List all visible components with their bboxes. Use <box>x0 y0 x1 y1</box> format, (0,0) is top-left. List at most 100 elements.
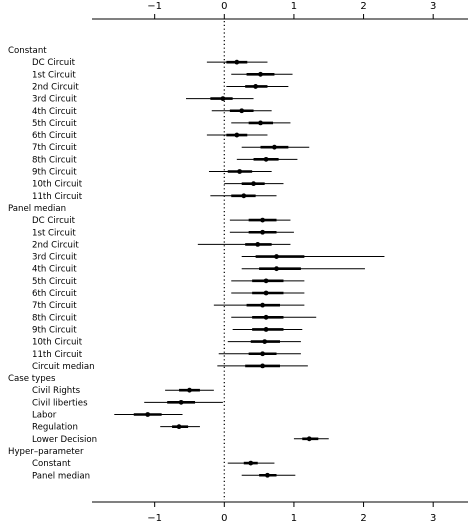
point-estimate <box>274 254 279 259</box>
row-label: 8th Circuit <box>32 313 77 323</box>
point-estimate <box>239 108 245 114</box>
estimate-row: 1st Circuit <box>32 228 294 238</box>
row-label: 10th Circuit <box>32 180 83 190</box>
point-estimate <box>234 132 240 138</box>
group-header-label: Hyper–parameter <box>8 447 84 457</box>
top-tick-label: 1 <box>291 1 297 12</box>
estimate-row: 4th Circuit <box>32 107 272 117</box>
row-label: 5th Circuit <box>32 277 77 287</box>
point-estimate <box>260 302 265 308</box>
point-estimate <box>274 266 279 272</box>
estimate-row: Panel median <box>32 471 296 481</box>
estimate-row: 1st Circuit <box>32 70 293 80</box>
point-estimate <box>263 327 269 332</box>
point-estimate <box>145 412 151 417</box>
group-header: Constant <box>8 46 47 56</box>
point-estimate <box>272 144 277 150</box>
group-header-label: Case types <box>8 374 56 384</box>
bottom-tick-label: 3 <box>430 513 436 524</box>
estimate-row: 8th Circuit <box>32 313 317 323</box>
estimate-row: 2nd Circuit <box>32 82 289 92</box>
row-label: DC Circuit <box>32 216 76 226</box>
point-estimate <box>263 290 269 296</box>
estimate-row: Labor <box>32 411 183 421</box>
group-header: Case types <box>8 374 56 384</box>
estimate-row: Circuit median <box>32 362 308 372</box>
point-estimate <box>260 363 265 369</box>
estimate-row: 6th Circuit <box>32 289 305 299</box>
row-label: Lower Decision <box>32 435 97 445</box>
row-label: Circuit median <box>32 362 95 372</box>
row-label: Panel median <box>32 471 90 481</box>
estimate-row: 10th Circuit <box>32 338 301 348</box>
row-label: Labor <box>32 411 57 421</box>
point-estimate <box>260 351 265 357</box>
point-estimate <box>237 169 243 174</box>
row-label: 5th Circuit <box>32 119 77 129</box>
point-estimate <box>258 120 263 126</box>
top-tick-label: 2 <box>360 1 366 12</box>
point-estimate <box>263 314 269 320</box>
top-tick-label: 0 <box>221 1 227 12</box>
bottom-tick-label: 1 <box>291 513 297 524</box>
row-label: 4th Circuit <box>32 265 77 275</box>
point-estimate <box>260 229 265 235</box>
plot-rows: Constant DC Circuit 1st Circuit 2nd Circuit… <box>8 46 385 481</box>
point-estimate <box>178 399 184 405</box>
group-header: Panel median <box>8 204 66 214</box>
row-label: Regulation <box>32 423 78 433</box>
estimate-row: Civil liberties <box>32 398 223 408</box>
row-label: 2nd Circuit <box>32 82 79 92</box>
point-estimate <box>265 472 270 478</box>
point-estimate <box>258 71 263 77</box>
point-estimate <box>187 387 192 393</box>
point-estimate <box>220 96 226 101</box>
estimate-row: 10th Circuit <box>32 180 284 190</box>
point-estimate <box>253 84 259 89</box>
point-estimate <box>306 436 312 442</box>
point-estimate <box>263 156 269 162</box>
row-label: 3rd Circuit <box>32 95 77 105</box>
estimate-row: 9th Circuit <box>32 325 303 335</box>
estimate-row: 11th Circuit <box>32 192 277 202</box>
estimate-row: Civil Rights <box>32 386 214 396</box>
estimate-row: Constant <box>32 459 275 469</box>
row-label: 4th Circuit <box>32 107 77 117</box>
point-estimate <box>251 181 256 187</box>
bottom-tick-label: 0 <box>221 513 227 524</box>
row-label: 6th Circuit <box>32 289 77 299</box>
estimate-row: Lower Decision <box>32 435 329 445</box>
estimate-row: 3rd Circuit <box>32 253 385 263</box>
estimate-row: 11th Circuit <box>32 350 301 360</box>
estimate-row: 5th Circuit <box>32 119 291 129</box>
row-label: DC Circuit <box>32 58 76 68</box>
row-label: 11th Circuit <box>32 350 83 360</box>
row-label: 10th Circuit <box>32 338 83 348</box>
point-estimate <box>262 339 268 344</box>
estimate-row: Regulation <box>32 423 200 433</box>
row-label: 3rd Circuit <box>32 253 77 263</box>
row-label: 1st Circuit <box>32 70 76 80</box>
bottom-tick-label: −1 <box>147 513 162 524</box>
row-label: Constant <box>32 459 71 469</box>
row-label: Civil liberties <box>32 398 88 408</box>
row-label: 8th Circuit <box>32 155 77 165</box>
row-label: 11th Circuit <box>32 192 83 202</box>
estimate-row: 4th Circuit <box>32 265 365 275</box>
estimate-row: 7th Circuit <box>32 143 310 153</box>
row-label: 7th Circuit <box>32 143 77 153</box>
row-label: 1st Circuit <box>32 228 76 238</box>
row-label: 6th Circuit <box>32 131 77 141</box>
estimate-row: 3rd Circuit <box>32 95 254 105</box>
point-estimate <box>255 242 261 247</box>
estimate-row: 7th Circuit <box>32 301 305 311</box>
point-estimate <box>234 59 240 65</box>
estimate-row: DC Circuit <box>32 58 268 68</box>
estimate-row: 6th Circuit <box>32 131 268 141</box>
bottom-tick-label: 2 <box>360 513 366 524</box>
point-estimate <box>241 193 247 199</box>
axes: −1 −1 0 0 1 1 2 2 3 3 <box>92 1 468 524</box>
point-estimate <box>248 460 254 466</box>
top-tick-label: 3 <box>430 1 436 12</box>
